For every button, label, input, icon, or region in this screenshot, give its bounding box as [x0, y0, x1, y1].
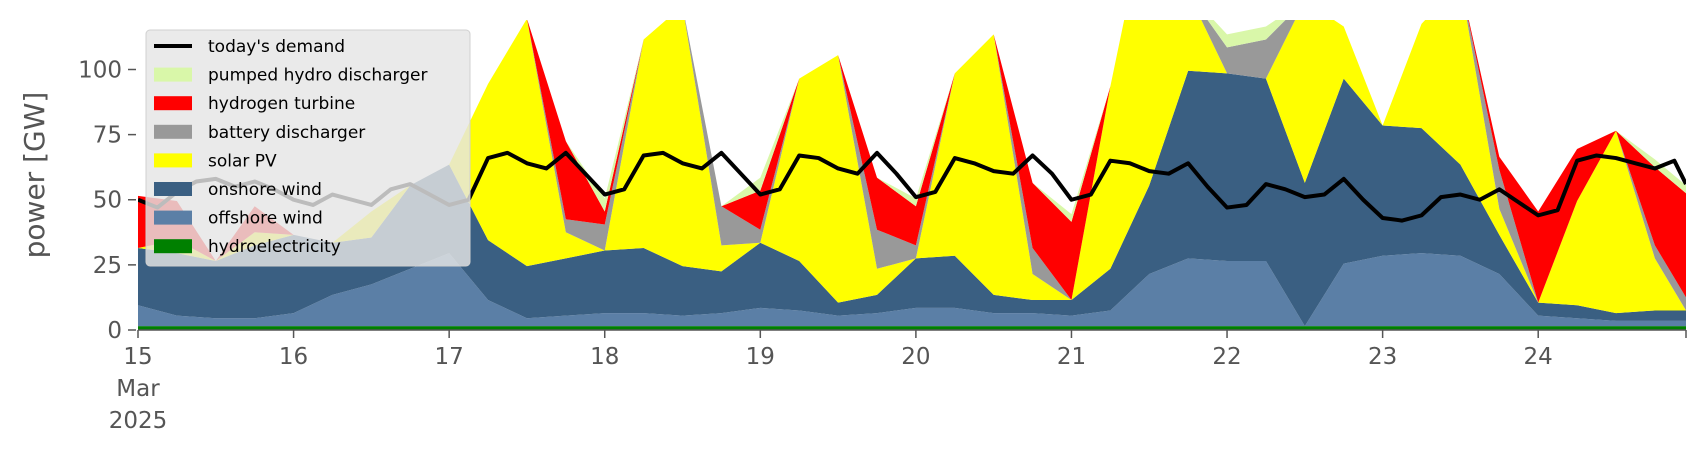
y-tick-label: 0 — [107, 318, 122, 344]
legend-label-pumped-hydro-discharger: pumped hydro discharger — [208, 66, 427, 86]
legend-label-onshore-wind: onshore wind — [208, 180, 322, 200]
legend-label-battery-discharger: battery discharger — [208, 123, 365, 143]
x-tick-label: 15 — [123, 344, 152, 370]
y-tick-label: 75 — [93, 123, 122, 149]
area-hydroelectricity — [138, 326, 1686, 330]
legend-label-today-s-demand: today's demand — [208, 37, 345, 57]
x-tick-label: 23 — [1368, 344, 1397, 370]
x-tick-label: 2025 — [109, 408, 168, 434]
legend-swatch-pumped-hydro-discharger — [154, 67, 192, 82]
x-tick-label: 19 — [746, 344, 775, 370]
x-tick-label: 20 — [901, 344, 930, 370]
legend-box — [145, 29, 471, 267]
legend-label-solar-pv: solar PV — [208, 151, 277, 171]
y-tick-label: 100 — [78, 57, 122, 83]
area-hydrogen-turbine — [138, 20, 1686, 303]
x-tick-label: 18 — [590, 344, 619, 370]
axes: 0 25 50 75 100 15 Mar 2025 16 17 18 19 20 21 22 23 24 — [78, 57, 1687, 434]
y-tick-label: 25 — [93, 253, 122, 279]
stacked-areas — [138, 20, 1686, 330]
x-tick-label: 24 — [1524, 344, 1553, 370]
area-solar-pv — [138, 20, 1686, 314]
x-tick-label: 16 — [279, 344, 308, 370]
legend-swatch-onshore-wind — [154, 182, 192, 196]
y-tick-label: 50 — [93, 188, 122, 214]
area-offshore-wind — [138, 253, 1686, 327]
x-tick-label: 22 — [1212, 344, 1241, 370]
legend-label-hydrogen-turbine: hydrogen turbine — [208, 94, 355, 114]
x-tick-label: 17 — [435, 344, 464, 370]
legend-swatch-solar-pv — [154, 153, 192, 168]
legend-swatch-hydroelectricity — [154, 239, 192, 254]
legend-swatch-offshore-wind — [154, 210, 192, 225]
y-axis-label: power [GW] — [18, 92, 51, 259]
legend-label-hydroelectricity: hydroelectricity — [208, 237, 341, 257]
x-tick-label: 21 — [1057, 344, 1086, 370]
area-battery-discharger — [138, 20, 1686, 311]
x-tick-label: Mar — [116, 376, 160, 402]
legend-label-offshore-wind: offshore wind — [208, 209, 323, 229]
legend-swatch-battery-discharger — [154, 124, 192, 139]
legend: today's demand pumped hydro discharger hyd… — [145, 29, 471, 267]
area-onshore-wind — [138, 70, 1686, 327]
legend-swatch-hydrogen-turbine — [154, 96, 192, 111]
